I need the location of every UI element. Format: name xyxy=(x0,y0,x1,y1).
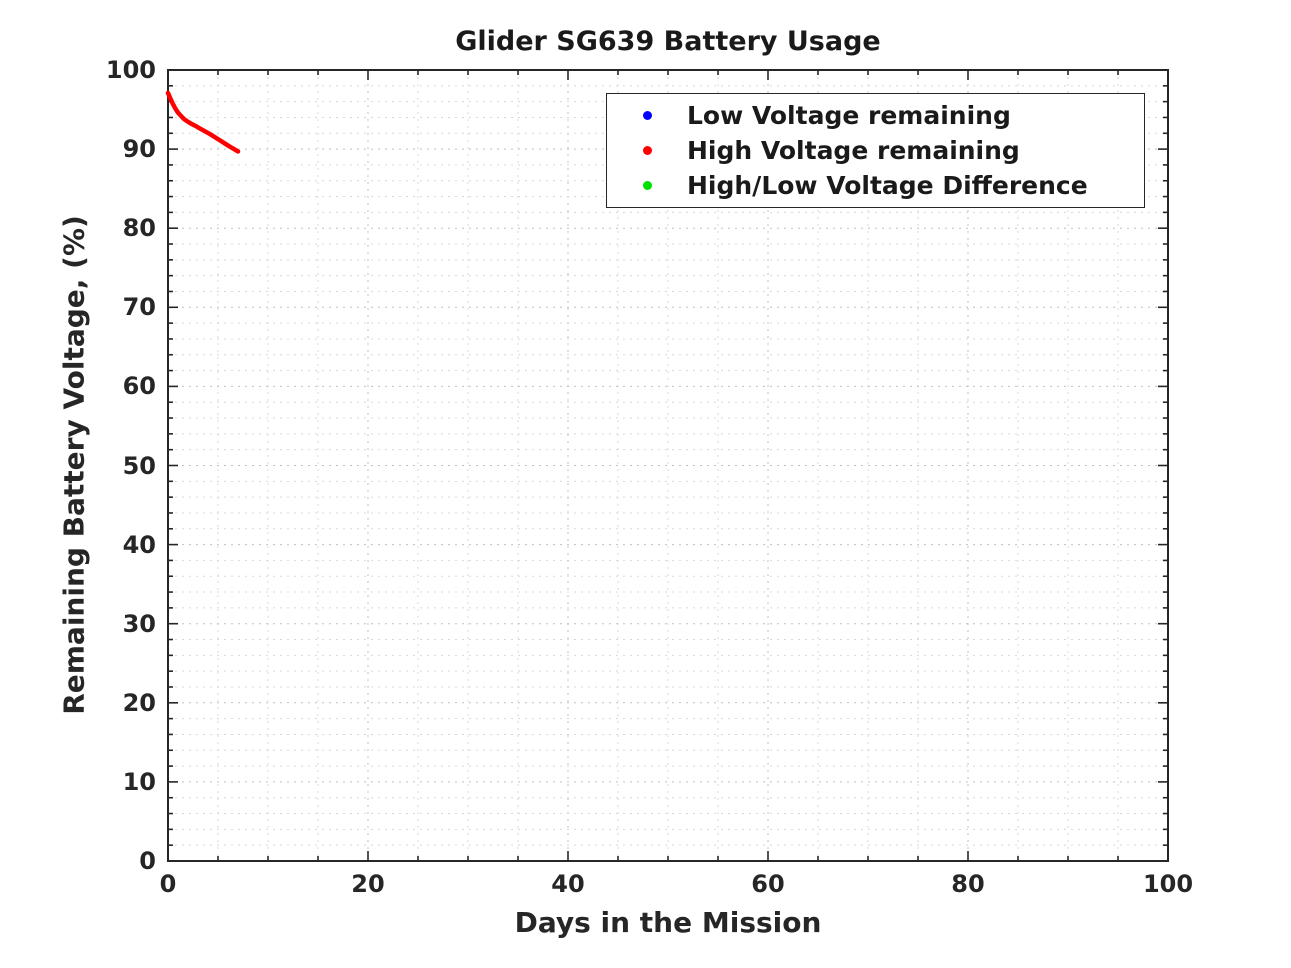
x-tick-label: 80 xyxy=(951,870,985,898)
x-axis-label: Days in the Mission xyxy=(514,906,822,939)
x-tick-label: 40 xyxy=(551,870,585,898)
y-tick-label: 10 xyxy=(122,767,156,796)
y-tick-label: 100 xyxy=(105,56,156,84)
x-tick-label: 20 xyxy=(351,870,385,898)
difference-marker-icon xyxy=(643,181,652,190)
y-tick-label: 60 xyxy=(122,372,156,401)
y-tick-label: 20 xyxy=(122,688,156,717)
x-tick-label: 0 xyxy=(159,870,177,898)
y-tick-label: 80 xyxy=(122,214,156,243)
plot-frame xyxy=(167,69,1169,862)
y-tick-label: 90 xyxy=(122,135,156,164)
x-tick-label: 100 xyxy=(1142,870,1194,898)
legend-label: High/Low Voltage Difference xyxy=(687,171,1088,200)
high-voltage-marker-icon xyxy=(643,146,652,155)
y-tick-label: 70 xyxy=(122,293,156,322)
low-voltage-marker-icon xyxy=(643,111,652,120)
legend-label: Low Voltage remaining xyxy=(687,101,1011,130)
chart-title: Glider SG639 Battery Usage xyxy=(455,26,881,57)
legend-item-low-voltage: Low Voltage remaining xyxy=(607,99,1144,132)
y-tick-label: 50 xyxy=(122,451,156,480)
y-tick-label: 30 xyxy=(122,609,156,638)
legend-label: High Voltage remaining xyxy=(687,136,1020,165)
y-tick-label: 0 xyxy=(139,847,156,875)
legend-item-high-voltage: High Voltage remaining xyxy=(607,134,1144,167)
y-tick-label: 40 xyxy=(122,530,156,559)
x-tick-label: 60 xyxy=(751,870,785,898)
series-line-1 xyxy=(165,90,241,154)
legend-item-difference: High/Low Voltage Difference xyxy=(607,169,1144,202)
legend: Low Voltage remaining High Voltage remai… xyxy=(606,93,1145,208)
